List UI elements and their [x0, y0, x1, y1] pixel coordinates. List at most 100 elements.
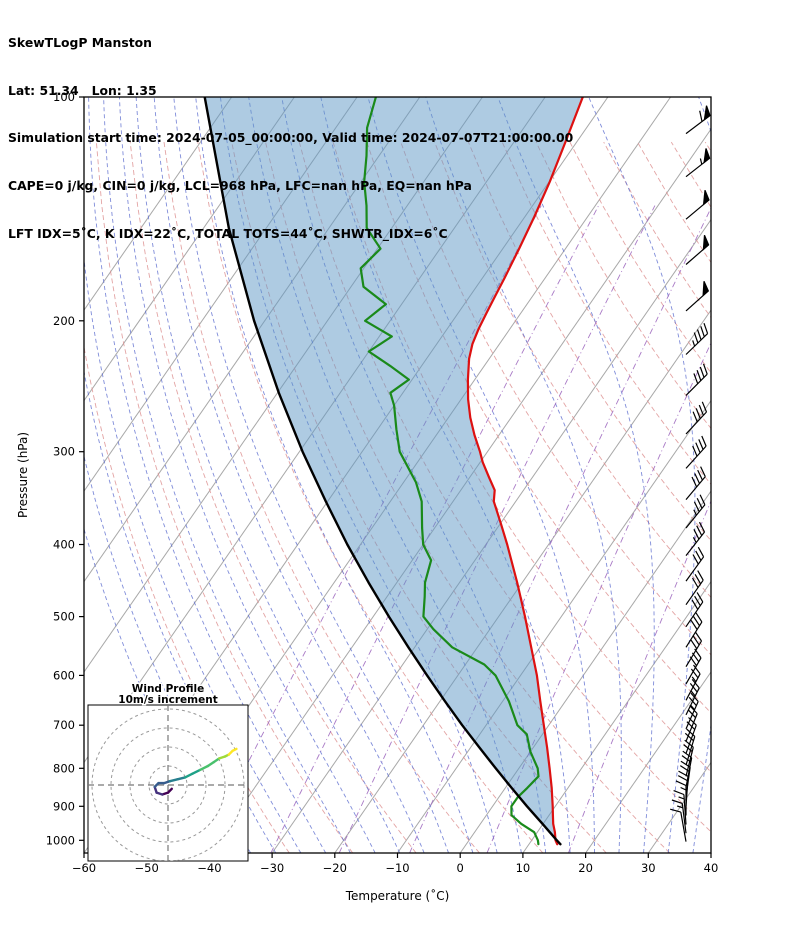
hodograph-subtitle: 10m/s increment — [118, 694, 217, 706]
hodograph-ring — [129, 746, 207, 824]
temperature-tick-label: 0 — [457, 861, 464, 875]
temperature-tick-label: 10 — [516, 861, 531, 875]
wind-barb — [685, 673, 701, 701]
wind-barb — [685, 601, 704, 628]
dry-adiabat-line — [434, 141, 711, 599]
moist-adiabat-line — [173, 97, 449, 853]
wind-barb — [685, 736, 696, 766]
dewpoint-curve — [359, 97, 540, 846]
wind-barb — [685, 701, 699, 730]
moist-adiabat-line — [195, 97, 474, 853]
location-line: Lat: 51.34 Lon: 1.35 — [8, 82, 157, 98]
mixing-ratio-line — [338, 205, 656, 853]
wind-barb — [681, 803, 687, 834]
times-line: Simulation start time: 2024-07-05_00:00:… — [8, 130, 574, 146]
dry-adiabat-line — [670, 141, 711, 208]
dry-adiabat-line — [84, 344, 290, 853]
cape-cin-shading — [204, 97, 583, 845]
x-axis-title: Temperature (˚C) — [345, 888, 450, 903]
dry-adiabat-line — [535, 141, 711, 430]
wind-barb — [685, 445, 707, 469]
temperature-tick-label: 20 — [578, 861, 593, 875]
hodograph-title: Wind Profile — [132, 683, 204, 695]
wind-barb — [685, 579, 704, 606]
moist-adiabat-line — [84, 369, 277, 853]
isotherm-line — [710, 852, 711, 853]
wind-barb — [680, 811, 687, 842]
pressure-tick-label: 400 — [53, 538, 75, 552]
dry-adiabat-line — [637, 141, 711, 264]
wind-barb — [685, 747, 694, 777]
wind-barb — [685, 476, 706, 500]
hodograph-trace-segment — [191, 768, 202, 775]
moist-adiabat-line — [153, 97, 425, 853]
wind-barb — [683, 794, 687, 825]
dry-adiabat-line — [704, 141, 711, 153]
dry-adiabat-line — [467, 141, 711, 542]
profile-curves — [203, 97, 584, 846]
moist-adiabat-line — [118, 97, 376, 853]
wind-barb — [685, 687, 700, 716]
pressure-tick-label: 900 — [53, 799, 75, 813]
parcel-curve — [203, 97, 562, 846]
temperature-tick-label: −20 — [323, 861, 347, 875]
dry-adiabat-line — [129, 142, 417, 853]
wind-barb — [685, 556, 705, 582]
pressure-tick-label: 700 — [53, 718, 75, 732]
wind-barb — [685, 621, 703, 648]
moist-adiabat-line — [84, 454, 251, 853]
isotherm-line — [522, 580, 711, 853]
dry-adiabat-line — [366, 141, 711, 714]
temperature-tick-label: −60 — [72, 861, 96, 875]
temperature-tick-label: −50 — [135, 861, 159, 875]
dry-adiabat-line — [603, 141, 711, 319]
hodograph-trace-segment — [231, 747, 238, 752]
isotherm-line — [84, 97, 233, 312]
figure-title: SkewTLogP Manston — [8, 34, 152, 50]
moist-adiabat-line — [84, 256, 302, 853]
temperature-tick-label: 40 — [704, 861, 719, 875]
moist-adiabat-line — [103, 97, 351, 853]
isotherm-line — [334, 309, 711, 853]
wind-barb — [685, 657, 702, 685]
moist-adiabat-line — [692, 97, 711, 853]
isotherm-line — [647, 761, 711, 853]
moist-adiabat-line — [84, 527, 226, 853]
moist-adiabat-line — [367, 97, 595, 853]
dry-adiabat-line — [569, 141, 711, 374]
temperature-tick-label: −10 — [385, 861, 409, 875]
mixing-ratio-line — [567, 499, 711, 853]
wind-barb — [685, 640, 703, 668]
temperature-tick-label: −30 — [260, 861, 284, 875]
moist-adiabat-line — [425, 97, 622, 853]
indices-line-2: LFT IDX=5˚C, K IDX=22˚C, TOTAL TOTS=44˚C… — [8, 225, 448, 241]
indices-line-1: CAPE=0 j/kg, CIN=0 j/kg, LCL=968 hPa, LF… — [8, 177, 472, 193]
isotherm-line — [84, 97, 295, 402]
pressure-tick-label: 500 — [53, 610, 75, 624]
wind-barb — [685, 724, 697, 754]
wind-barb — [685, 504, 706, 529]
pressure-tick-label: 200 — [53, 314, 75, 328]
hodograph-trace-segment — [199, 764, 210, 771]
isotherm-line — [459, 490, 711, 853]
hodograph-trace-segment — [176, 776, 187, 781]
y-axis-title: Pressure (hPa) — [16, 432, 30, 518]
temperature-curve — [466, 97, 584, 846]
wind-barb — [685, 333, 709, 355]
temperature-tick-label: 30 — [641, 861, 656, 875]
hodograph-trace-segment — [183, 772, 194, 779]
isotherm-line — [271, 218, 711, 853]
wind-barb — [685, 713, 698, 742]
pressure-tick-label: 1000 — [46, 833, 75, 847]
hodograph-ring — [110, 727, 226, 843]
dry-adiabat-line — [163, 142, 480, 853]
mixing-ratio-line — [486, 341, 711, 853]
pressure-tick-label: 100 — [53, 90, 75, 104]
hodograph-ring — [148, 765, 188, 805]
hodograph-trace-segment — [168, 778, 179, 783]
pressure-tick-label: 800 — [53, 761, 75, 775]
